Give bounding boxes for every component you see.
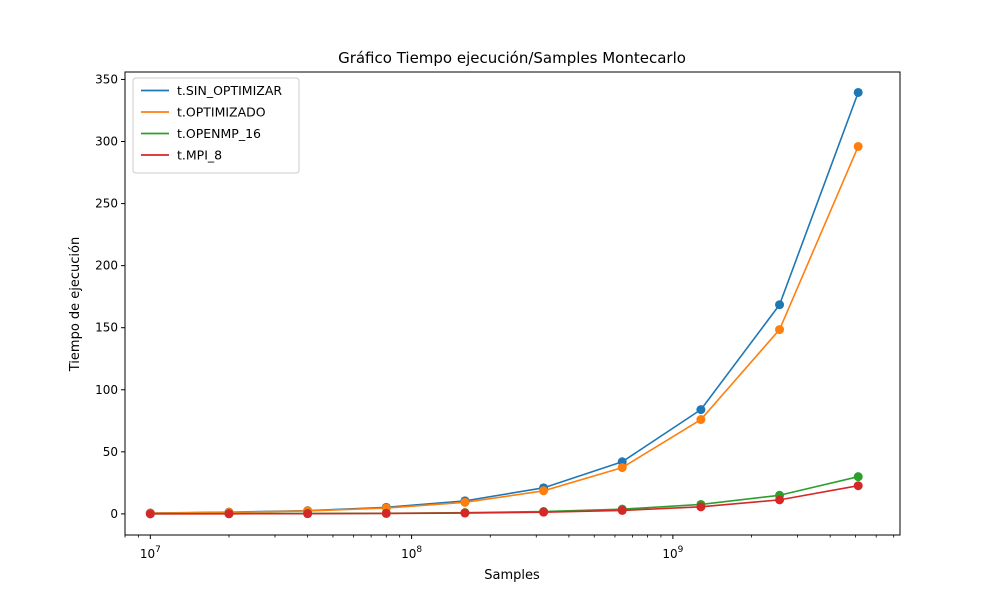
series-4-point: [460, 508, 470, 518]
series-4-point: [617, 505, 627, 515]
series-line-2: [150, 146, 859, 514]
y-axis-label: Tiempo de ejecución: [68, 237, 83, 372]
x-tick-label: 108: [401, 545, 422, 561]
legend: t.SIN_OPTIMIZAR t.OPTIMIZADO t.OPENMP_16 t.…: [132, 77, 300, 174]
series-2-point: [539, 486, 549, 496]
series-line-3: [150, 475, 859, 515]
plot-area: [145, 87, 863, 519]
legend-label-3: t.OPENMP_16: [177, 126, 261, 141]
series-4-point: [381, 508, 391, 518]
x-axis-ticks: 107 108 109: [124, 535, 895, 561]
x-tick-exponent: 8: [416, 545, 422, 555]
legend-label-1: t.SIN_OPTIMIZAR: [177, 83, 282, 98]
series-4-point: [539, 507, 549, 517]
series-2-point: [775, 325, 785, 335]
series-3-point: [853, 472, 863, 482]
x-tick-label: 107: [140, 545, 161, 561]
series-2-point: [696, 415, 706, 425]
y-tick-label: 300: [95, 135, 118, 149]
series-4-point: [853, 481, 863, 491]
legend-label-2: t.OPTIMIZADO: [177, 105, 266, 120]
series-4-point: [145, 509, 155, 519]
x-tick-exponent: 9: [678, 545, 684, 555]
y-tick-label: 150: [95, 321, 118, 335]
y-tick-label: 200: [95, 259, 118, 273]
legend-box: [132, 77, 300, 174]
series-2-point: [853, 141, 863, 151]
y-tick-label: 250: [95, 197, 118, 211]
series-4-point: [696, 502, 706, 512]
series-2-point: [617, 463, 627, 473]
x-tick-exponent: 7: [155, 545, 161, 555]
x-tick-base: 10: [140, 547, 155, 561]
series-4-point: [775, 495, 785, 505]
y-axis-ticks: 0 50 100 150 200 250 300 350: [95, 72, 125, 521]
series-1-point: [853, 87, 863, 97]
y-tick-label: 100: [95, 383, 118, 397]
legend-label-4: t.MPI_8: [177, 148, 222, 163]
x-tick-base: 10: [662, 547, 677, 561]
series-1-point: [696, 405, 706, 415]
series-1-point: [775, 300, 785, 310]
series-line-4: [150, 484, 859, 515]
series-4-point: [303, 509, 313, 519]
y-tick-label: 0: [110, 507, 118, 521]
y-tick-label: 350: [95, 72, 118, 86]
chart-title: Gráfico Tiempo ejecución/Samples Monteca…: [338, 49, 686, 67]
series-2-point: [460, 497, 470, 507]
x-axis-label: Samples: [484, 568, 540, 583]
x-tick-label: 109: [662, 545, 683, 561]
y-tick-label: 50: [103, 445, 118, 459]
series-4-point: [224, 509, 234, 519]
plot-frame: [124, 71, 901, 536]
x-tick-base: 10: [401, 547, 416, 561]
